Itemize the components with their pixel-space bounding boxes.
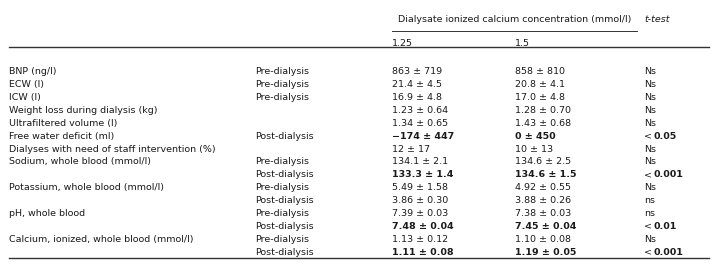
Text: 7.38 ± 0.03: 7.38 ± 0.03 [515, 209, 571, 218]
Text: 1.28 ± 0.70: 1.28 ± 0.70 [515, 106, 571, 115]
Text: ECW (l): ECW (l) [9, 80, 44, 89]
Text: Ultrafiltered volume (l): Ultrafiltered volume (l) [9, 119, 117, 128]
Text: 10 ± 13: 10 ± 13 [515, 144, 553, 154]
Text: Post-dialysis: Post-dialysis [256, 196, 314, 205]
Text: 858 ± 810: 858 ± 810 [515, 67, 564, 76]
Text: 16.9 ± 4.8: 16.9 ± 4.8 [392, 93, 442, 102]
Text: <: < [644, 132, 652, 141]
Text: Pre-dialysis: Pre-dialysis [256, 235, 310, 244]
Text: 0.01: 0.01 [653, 222, 676, 231]
Text: Pre-dialysis: Pre-dialysis [256, 158, 310, 166]
Text: Potassium, whole blood (mmol/l): Potassium, whole blood (mmol/l) [9, 183, 163, 192]
Text: Ns: Ns [644, 93, 657, 102]
Text: Post-dialysis: Post-dialysis [256, 170, 314, 179]
Text: Pre-dialysis: Pre-dialysis [256, 80, 310, 89]
Text: ns: ns [644, 196, 655, 205]
Text: Ns: Ns [644, 119, 657, 128]
Text: 20.8 ± 4.1: 20.8 ± 4.1 [515, 80, 564, 89]
Text: pH, whole blood: pH, whole blood [9, 209, 85, 218]
Text: Ns: Ns [644, 80, 657, 89]
Text: Ns: Ns [644, 235, 657, 244]
Text: Pre-dialysis: Pre-dialysis [256, 183, 310, 192]
Text: <: < [644, 248, 652, 257]
Text: Free water deficit (ml): Free water deficit (ml) [9, 132, 114, 141]
Text: 7.39 ± 0.03: 7.39 ± 0.03 [392, 209, 449, 218]
Text: Ns: Ns [644, 158, 657, 166]
Text: 4.92 ± 0.55: 4.92 ± 0.55 [515, 183, 571, 192]
Text: 1.13 ± 0.12: 1.13 ± 0.12 [392, 235, 449, 244]
Text: Pre-dialysis: Pre-dialysis [256, 209, 310, 218]
Text: 5.49 ± 1.58: 5.49 ± 1.58 [392, 183, 449, 192]
Text: 0.05: 0.05 [653, 132, 676, 141]
Text: 0 ± 450: 0 ± 450 [515, 132, 555, 141]
Text: 3.88 ± 0.26: 3.88 ± 0.26 [515, 196, 571, 205]
Text: Post-dialysis: Post-dialysis [256, 248, 314, 257]
Text: Ns: Ns [644, 106, 657, 115]
Text: 134.6 ± 2.5: 134.6 ± 2.5 [515, 158, 571, 166]
Text: 3.86 ± 0.30: 3.86 ± 0.30 [392, 196, 449, 205]
Text: Dialyses with need of staff intervention (%): Dialyses with need of staff intervention… [9, 144, 215, 154]
Text: 12 ± 17: 12 ± 17 [392, 144, 431, 154]
Text: 7.48 ± 0.04: 7.48 ± 0.04 [392, 222, 454, 231]
Text: ns: ns [644, 209, 655, 218]
Text: Calcium, ionized, whole blood (mmol/l): Calcium, ionized, whole blood (mmol/l) [9, 235, 193, 244]
Text: 1.10 ± 0.08: 1.10 ± 0.08 [515, 235, 571, 244]
Text: Sodium, whole blood (mmol/l): Sodium, whole blood (mmol/l) [9, 158, 150, 166]
Text: BNP (ng/l): BNP (ng/l) [9, 67, 56, 76]
Text: 133.3 ± 1.4: 133.3 ± 1.4 [392, 170, 454, 179]
Text: Post-dialysis: Post-dialysis [256, 132, 314, 141]
Text: 1.34 ± 0.65: 1.34 ± 0.65 [392, 119, 449, 128]
Text: <: < [644, 222, 652, 231]
Text: Pre-dialysis: Pre-dialysis [256, 93, 310, 102]
Text: 1.19 ± 0.05: 1.19 ± 0.05 [515, 248, 576, 257]
Text: 1.25: 1.25 [392, 39, 413, 48]
Text: t-test: t-test [644, 15, 670, 24]
Text: 17.0 ± 4.8: 17.0 ± 4.8 [515, 93, 564, 102]
Text: Dialysate ionized calcium concentration (mmol/l): Dialysate ionized calcium concentration … [398, 15, 631, 24]
Text: 1.23 ± 0.64: 1.23 ± 0.64 [392, 106, 449, 115]
Text: <: < [644, 170, 652, 179]
Text: Ns: Ns [644, 144, 657, 154]
Text: 0.001: 0.001 [653, 170, 683, 179]
Text: 1.43 ± 0.68: 1.43 ± 0.68 [515, 119, 571, 128]
Text: 1.5: 1.5 [515, 39, 530, 48]
Text: 1.11 ± 0.08: 1.11 ± 0.08 [392, 248, 454, 257]
Text: 7.45 ± 0.04: 7.45 ± 0.04 [515, 222, 576, 231]
Text: Ns: Ns [644, 183, 657, 192]
Text: 863 ± 719: 863 ± 719 [392, 67, 443, 76]
Text: 0.001: 0.001 [653, 248, 683, 257]
Text: 134.6 ± 1.5: 134.6 ± 1.5 [515, 170, 576, 179]
Text: ICW (l): ICW (l) [9, 93, 40, 102]
Text: Ns: Ns [644, 67, 657, 76]
Text: Pre-dialysis: Pre-dialysis [256, 67, 310, 76]
Text: −174 ± 447: −174 ± 447 [392, 132, 454, 141]
Text: 21.4 ± 4.5: 21.4 ± 4.5 [392, 80, 442, 89]
Text: 134.1 ± 2.1: 134.1 ± 2.1 [392, 158, 449, 166]
Text: Weight loss during dialysis (kg): Weight loss during dialysis (kg) [9, 106, 157, 115]
Text: Post-dialysis: Post-dialysis [256, 222, 314, 231]
